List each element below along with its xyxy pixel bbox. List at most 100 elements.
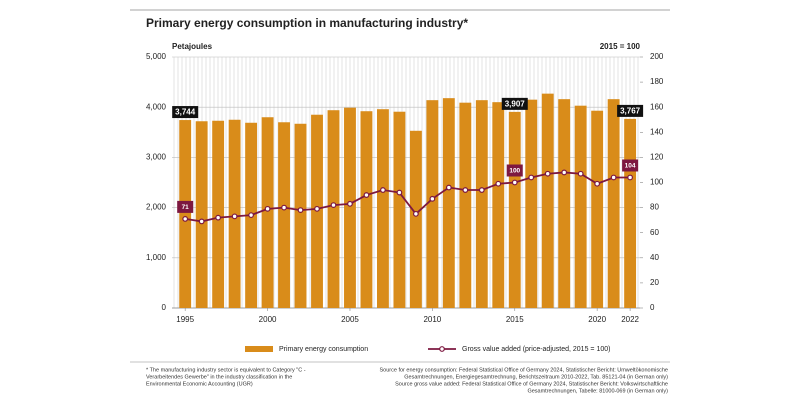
y2-tick-label: 0: [650, 303, 655, 312]
chart-title: Primary energy consumption in manufactur…: [146, 16, 468, 30]
point: [347, 200, 353, 207]
point: [215, 214, 222, 221]
y2-tick-label: 80: [650, 203, 659, 212]
x-tick-label: 1995: [176, 315, 194, 324]
value-label: 71: [182, 204, 190, 211]
bar: [393, 111, 406, 308]
bar: [344, 107, 356, 309]
x-tick-label: 2015: [506, 315, 524, 324]
footnote-line: Environmental Economic Accounting (UGR): [146, 381, 253, 387]
value-label: 3,744: [175, 108, 196, 117]
bar: [376, 109, 389, 308]
point: [445, 184, 452, 191]
value-label: 100: [509, 168, 520, 175]
legend-label: Primary energy consumption: [279, 346, 368, 353]
bar: [607, 99, 620, 308]
point: [297, 207, 304, 214]
legend-swatch: [245, 346, 273, 352]
line: [185, 171, 631, 223]
point: [478, 187, 485, 193]
y2-tick-label: 40: [650, 253, 659, 262]
x-tick-label: 2000: [259, 315, 277, 324]
point: [248, 212, 254, 219]
x-tick-label: 2020: [588, 315, 606, 324]
bar: [195, 121, 208, 308]
bar: [525, 99, 538, 308]
source-line: Gesamtrechnungen, Tabelle: 81000-069 (in…: [527, 388, 668, 394]
y2-axis-title: 2015 = 100: [600, 42, 641, 51]
bar: [294, 123, 307, 309]
point: [429, 195, 436, 202]
x-tick-label: 2022: [621, 315, 639, 324]
point: [182, 215, 189, 222]
point: [412, 210, 419, 217]
point: [610, 174, 617, 181]
source-line: Source for energy consumption: Federal S…: [380, 367, 668, 373]
bar: [409, 130, 422, 308]
y-tick-label: 4,000: [146, 102, 167, 111]
bar: [574, 105, 587, 308]
y2-tick-label: 200: [650, 52, 664, 61]
y2-tick-label: 100: [650, 178, 664, 187]
source-line: Source gross value added: Federal Statis…: [395, 381, 668, 387]
y-tick-label: 0: [162, 303, 167, 312]
point: [231, 213, 238, 220]
y2-tick-label: 160: [650, 102, 664, 111]
y2-tick-label: 20: [650, 278, 659, 287]
point: [561, 169, 568, 176]
point: [198, 218, 205, 225]
point: [314, 205, 320, 212]
value-label-box: [506, 164, 523, 177]
point: [396, 189, 403, 196]
footnote: * The manufacturing industry sector is e…: [146, 367, 668, 394]
point: [544, 170, 551, 177]
point: [330, 202, 337, 208]
bar: [327, 110, 340, 308]
y-tick-label: 2,000: [146, 203, 167, 212]
value-label-box: [622, 159, 639, 172]
y2-tick-label: 60: [650, 228, 659, 237]
bar: [442, 98, 455, 308]
x-tick-label: 2010: [423, 315, 441, 324]
bar: [591, 110, 604, 309]
value-label-box: [172, 106, 199, 119]
bar: [261, 117, 274, 309]
footnote-line: Verarbeitendes Gewerbe" in the industry …: [146, 374, 292, 380]
y-tick-label: 3,000: [146, 153, 167, 162]
bar: [558, 99, 571, 308]
point: [363, 192, 370, 198]
point: [511, 179, 518, 186]
point: [380, 187, 386, 193]
bar: [624, 118, 637, 308]
bar: [492, 102, 505, 309]
value-label: 104: [625, 163, 636, 170]
y-tick-label: 5,000: [146, 52, 167, 61]
bar: [508, 111, 521, 309]
bar: [278, 122, 290, 308]
bar: [360, 111, 373, 308]
point: [462, 187, 469, 193]
point: [627, 174, 634, 181]
point: [264, 205, 271, 212]
point: [281, 204, 287, 211]
value-label: 3,907: [505, 99, 526, 108]
point: [577, 170, 584, 177]
legend-label: Gross value added (price-adjusted, 2015 …: [462, 346, 610, 353]
x-tick-label: 2005: [341, 315, 359, 324]
point: [594, 180, 601, 187]
footnote-line: * The manufacturing industry sector is e…: [146, 367, 306, 373]
point: [528, 174, 535, 181]
value-label-box: [617, 104, 644, 117]
value-label-box: [501, 97, 528, 110]
bar: [212, 120, 225, 308]
y2-tick-label: 180: [650, 77, 664, 86]
point: [495, 180, 502, 187]
bar: [459, 102, 472, 308]
y-axis-title: Petajoules: [172, 42, 213, 51]
y2-tick-label: 120: [650, 153, 664, 162]
y2-tick-label: 140: [650, 127, 664, 136]
bar: [541, 93, 554, 309]
value-label: 3,767: [620, 107, 641, 116]
value-label-box: [177, 200, 194, 213]
